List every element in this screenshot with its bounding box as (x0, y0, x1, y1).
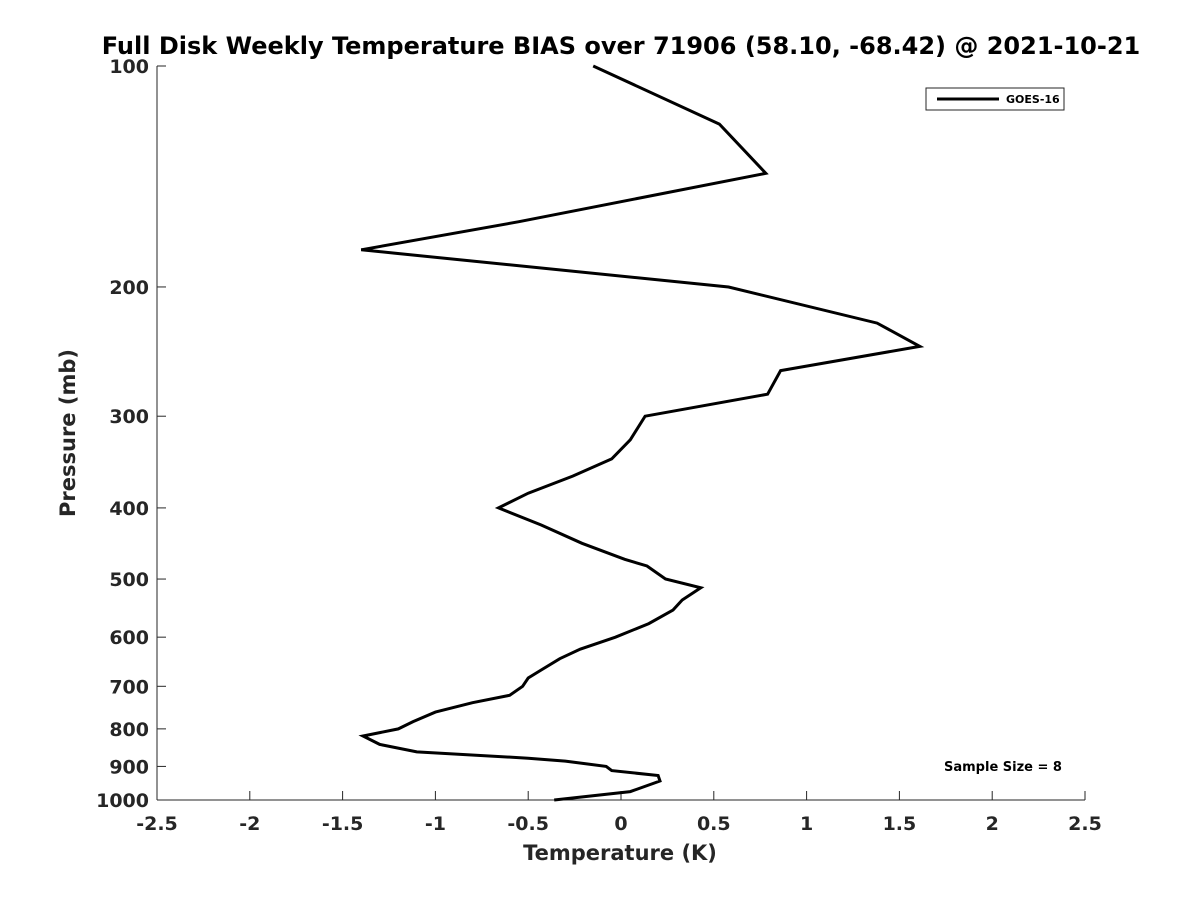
x-tick-label: 0.5 (697, 813, 731, 835)
y-tick-label: 400 (109, 498, 149, 520)
chart-title: Full Disk Weekly Temperature BIAS over 7… (102, 32, 1141, 60)
x-tick-label: -2.5 (136, 813, 178, 835)
x-tick-label: 1 (800, 813, 813, 835)
y-tick-label: 800 (109, 719, 149, 741)
x-tick-label: -2 (239, 813, 260, 835)
y-tick-label: 600 (109, 627, 149, 649)
legend-label: GOES-16 (1006, 93, 1060, 106)
y-tick-label: 500 (109, 569, 149, 591)
legend: GOES-16 (925, 87, 1065, 111)
x-tick-label: 2.5 (1068, 813, 1102, 835)
x-tick-label: 1.5 (883, 813, 917, 835)
x-tick-label: -0.5 (507, 813, 549, 835)
series-line-goes-16 (358, 64, 925, 802)
y-axis-label: Pressure (mb) (56, 349, 80, 517)
sample-size-annotation: Sample Size = 8 (944, 760, 1062, 775)
plot-area: -2.5 -2 -1.5 -1 -0.5 0 0.5 1 1.5 2 2.5 100 200 300 400… (96, 56, 1102, 835)
x-tick-label: 0 (614, 813, 627, 835)
y-tick-label: 300 (109, 406, 149, 428)
x-axis-label: Temperature (K) (523, 841, 717, 865)
y-tick-label: 200 (109, 277, 149, 299)
y-tick-label: 100 (109, 56, 149, 78)
x-tick-label: 2 (986, 813, 999, 835)
x-tick-label: -1.5 (322, 813, 364, 835)
y-tick-label: 700 (109, 676, 149, 698)
x-tick-label: -1 (425, 813, 446, 835)
y-tick-label: 1000 (96, 790, 149, 812)
y-tick-label: 900 (109, 756, 149, 778)
